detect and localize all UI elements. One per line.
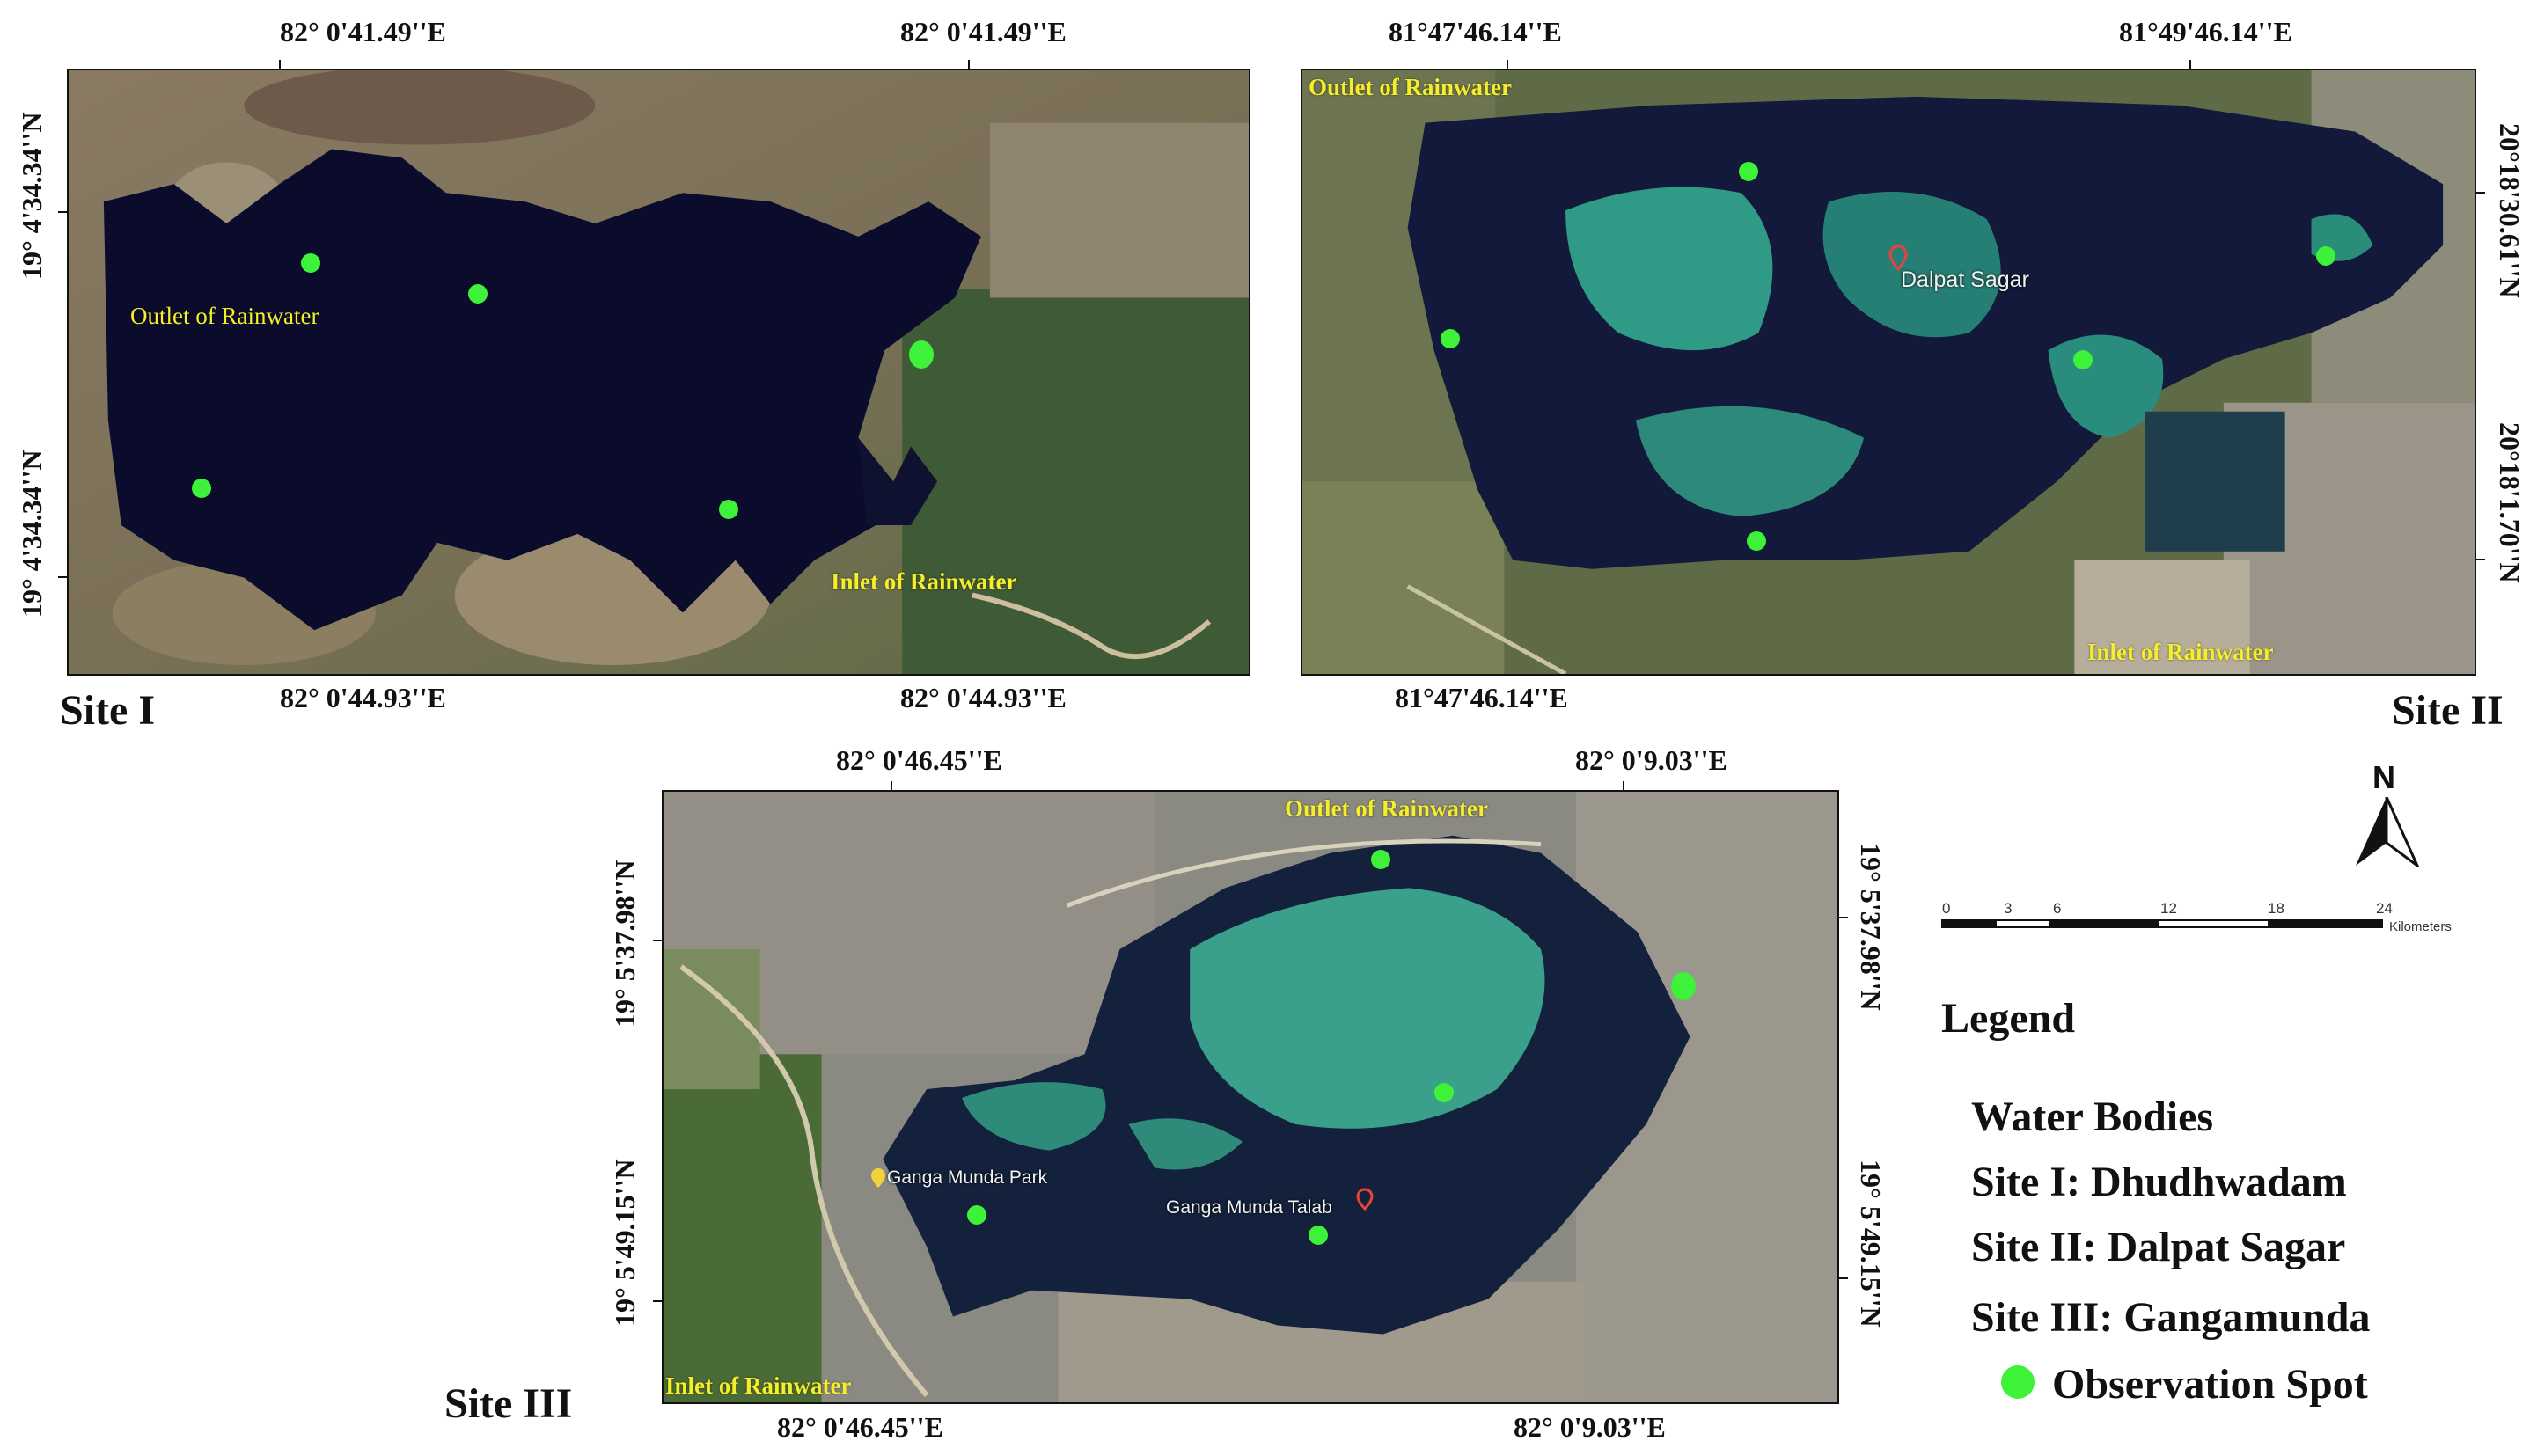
scale-tick-label: 3: [2004, 900, 2013, 917]
site2-satellite-image: [1302, 70, 2475, 674]
site3-observation-spot: [1671, 972, 1696, 1000]
site1-observation-spot: [909, 340, 934, 369]
site2-observation-spot: [1739, 162, 1758, 181]
site2-observation-spot: [1441, 329, 1460, 348]
legend-item-site2: Site II: Dalpat Sagar: [1971, 1224, 2346, 1270]
site3-place-pin-icon: [1356, 1188, 1374, 1211]
legend-title: Legend: [1941, 995, 2076, 1042]
scale-tick-label: 0: [1942, 900, 1951, 917]
site1-observation-spot: [192, 479, 211, 498]
site2-inlet-label: Inlet of Rainwater: [2087, 639, 2274, 665]
legend-item-site1: Site I: Dhudhwadam: [1971, 1159, 2347, 1205]
site2-place-label: Dalpat Sagar: [1901, 267, 2029, 292]
site3-right-coord-2: 19° 5'49.15''N: [1855, 1160, 1887, 1328]
site1-left-coord-1: 19° 4'34.34''N: [16, 112, 48, 280]
site2-right-coord-1: 20°18'30.61''N: [2494, 123, 2526, 298]
site3-left-coord-1: 19° 5'37.98''N: [609, 860, 641, 1028]
scale-tick-label: 6: [2053, 900, 2062, 917]
scale-tick-label: 18: [2268, 900, 2284, 917]
site1-bottom-coord-1: 82° 0'44.93''E: [280, 682, 446, 713]
site3-left-coord-2: 19° 5'49.15''N: [609, 1159, 641, 1327]
site1-observation-spot: [468, 284, 488, 304]
site1-outlet-label: Outlet of Rainwater: [130, 303, 319, 329]
north-arrow-label: N: [2372, 759, 2395, 795]
site1-left-coord-2: 19° 4'34.34''N: [16, 450, 48, 618]
site3-park-pin-icon: [871, 1168, 885, 1188]
site3-inlet-label: Inlet of Rainwater: [665, 1372, 852, 1399]
site2-tick: [2189, 60, 2191, 69]
site2-bottom-coord-1: 81°47'46.14''E: [1395, 682, 1568, 713]
site2-label: Site II: [2392, 687, 2504, 734]
site1-top-coord-2: 82° 0'41.49''E: [900, 16, 1067, 48]
legend-item-site3: Site III: Gangamunda: [1971, 1294, 2371, 1341]
site3-outlet-label: Outlet of Rainwater: [1285, 795, 1488, 822]
site3-bottom-coord-1: 82° 0'46.45''E: [777, 1411, 943, 1443]
site3-tick: [653, 940, 662, 941]
site3-label: Site III: [444, 1380, 573, 1427]
site1-top-coord-1: 82° 0'41.49''E: [280, 16, 446, 48]
site1-observation-spot: [719, 500, 738, 519]
scale-unit-label: Kilometers: [2389, 919, 2452, 934]
site3-bottom-coord-2: 82° 0'9.03''E: [1514, 1411, 1666, 1443]
site1-tick: [968, 60, 970, 69]
site1-tick: [58, 211, 67, 213]
scale-bar-graphic: [1941, 919, 2383, 928]
site3-observation-spot: [1309, 1226, 1328, 1245]
site2-tick: [2476, 192, 2485, 194]
site2-observation-spot: [2316, 246, 2335, 266]
site2-top-coord-2: 81°49'46.14''E: [2119, 16, 2292, 48]
scale-tick-label: 12: [2160, 900, 2177, 917]
site2-observation-spot: [2073, 350, 2093, 369]
site2-map: [1301, 69, 2476, 676]
site3-place-label: Ganga Munda Talab: [1166, 1197, 1332, 1218]
site3-tick: [1623, 781, 1624, 790]
north-arrow-icon: [2356, 797, 2420, 867]
site1-tick: [58, 576, 67, 578]
site1-observation-spot: [301, 253, 320, 273]
site1-label: Site I: [60, 687, 155, 734]
site3-top-coord-1: 82° 0'46.45''E: [836, 744, 1002, 776]
site2-tick: [1507, 60, 1508, 69]
site2-top-coord-1: 81°47'46.14''E: [1389, 16, 1562, 48]
site3-tick: [891, 781, 892, 790]
site3-park-label: Ganga Munda Park: [887, 1167, 1048, 1188]
legend-item-water-bodies: Water Bodies: [1971, 1094, 2214, 1140]
scale-tick-label: 24: [2376, 900, 2393, 917]
site3-tick: [653, 1300, 662, 1302]
north-arrow: N: [2351, 762, 2422, 867]
site1-bottom-coord-2: 82° 0'44.93''E: [900, 682, 1067, 713]
site2-outlet-label: Outlet of Rainwater: [1309, 74, 1512, 100]
site3-tick: [1839, 1277, 1848, 1279]
site2-right-coord-2: 20°18'1.70''N: [2494, 422, 2526, 583]
site3-tick: [1839, 917, 1848, 918]
site1-inlet-label: Inlet of Rainwater: [831, 568, 1017, 595]
site3-right-coord-1: 19° 5'37.98''N: [1855, 843, 1887, 1011]
site3-observation-spot: [1434, 1083, 1454, 1102]
site3-observation-spot: [967, 1205, 986, 1225]
site2-tick: [2476, 559, 2485, 560]
site1-tick: [279, 60, 281, 69]
site3-observation-spot: [1371, 850, 1390, 869]
site3-satellite-image: [664, 792, 1837, 1402]
site2-observation-spot: [1747, 531, 1766, 551]
site3-map: [662, 790, 1839, 1404]
site3-top-coord-2: 82° 0'9.03''E: [1575, 744, 1727, 776]
legend-observation-spot-swatch: [2001, 1365, 2035, 1399]
site1-map: [67, 69, 1250, 676]
site1-satellite-image: [69, 70, 1249, 674]
legend-item-observation-spot: Observation Spot: [2052, 1361, 2368, 1408]
scale-bar: 0 3 6 12 18 24 Kilometers: [1940, 894, 2486, 938]
site2-place-pin-icon: [1888, 245, 1908, 271]
